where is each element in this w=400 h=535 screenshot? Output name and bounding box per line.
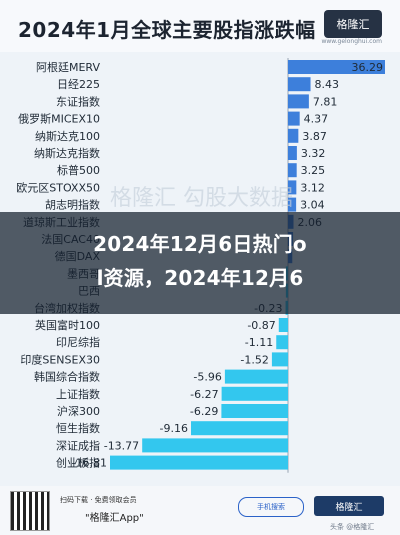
headline-line-1: 2024年12月6日热门o [93, 232, 307, 256]
value-label: -6.27 [190, 388, 218, 401]
category-label: 纳斯达克100 [35, 130, 100, 143]
footer-credit: 头条 @格隆汇 [330, 523, 375, 531]
category-label: 胡志明指数 [45, 198, 100, 212]
footer-brand-logo: 格隆汇 [314, 496, 384, 516]
qr-code-icon [10, 491, 50, 531]
bar-19 [221, 386, 288, 401]
bar-18 [224, 369, 288, 384]
bar-7 [288, 180, 297, 195]
value-label: 3.25 [301, 164, 326, 177]
value-label: -1.11 [245, 336, 273, 349]
category-label: 印度SENSEX30 [20, 352, 100, 366]
category-label: 印尼综指 [56, 335, 100, 349]
category-label: 俄罗斯MICEX10 [18, 113, 100, 126]
bar-15 [278, 318, 288, 332]
category-label: 恒生指数 [56, 421, 100, 435]
category-label: 东证指数 [56, 94, 100, 108]
value-label: 4.37 [304, 113, 329, 126]
value-label: 3.04 [300, 199, 325, 212]
value-label: -16.81 [72, 457, 107, 470]
value-label: -0.87 [247, 319, 275, 332]
bar-21 [191, 421, 288, 436]
value-label: 3.87 [302, 130, 327, 143]
headline-overlay: 2024年12月6日热门o l资源，2024年12月6 [0, 212, 400, 314]
bar-3 [288, 111, 300, 126]
value-label: -5.96 [193, 371, 221, 384]
value-label: 3.12 [300, 181, 325, 194]
value-label: 8.43 [315, 78, 340, 91]
category-label: 创业板指 [56, 456, 100, 470]
value-label: -9.16 [160, 422, 188, 435]
category-label: 深证成指 [56, 438, 100, 452]
category-label: 阿根廷MERV [36, 60, 100, 74]
category-label: 标普500 [57, 163, 100, 177]
category-label: 沪深300 [57, 404, 100, 418]
bar-16 [276, 335, 288, 350]
bar-1 [288, 77, 311, 92]
chart-title: 2024年1月全球主要股指涨跌幅 [18, 18, 316, 42]
value-label: 36.29 [352, 61, 384, 74]
category-label: 韩国综合指数 [34, 370, 100, 384]
footer-app-text: "格隆汇App" [85, 513, 144, 524]
chart-header: 2024年1月全球主要股指涨跌幅 格隆汇 www.gelonghui.com [0, 0, 400, 52]
bar-5 [288, 146, 297, 160]
value-label: 7.81 [313, 95, 338, 108]
value-label: -6.29 [190, 405, 218, 418]
category-label: 欧元区STOXX50 [16, 181, 100, 194]
footer-search-button[interactable]: 手机搜索 [238, 497, 304, 517]
value-label: -13.77 [104, 439, 139, 452]
category-label: 英国富时100 [35, 318, 100, 332]
value-label: -1.52 [240, 353, 268, 366]
bar-6 [288, 163, 297, 178]
category-label: 上证指数 [56, 387, 100, 401]
value-label: 3.32 [301, 147, 326, 160]
logo-url: www.gelonghui.com [321, 38, 382, 45]
headline-line-2: l资源，2024年12月6 [96, 266, 304, 290]
bar-8 [288, 197, 297, 212]
bar-23 [110, 455, 288, 470]
gelonghui-logo: 格隆汇 [324, 10, 382, 38]
footer: 扫码下载 · 免费领取会员 "格隆汇App" 手机搜索 格隆汇 头条 @格隆汇 [0, 486, 400, 535]
watermark: 格隆汇 勾股大数据 [110, 186, 293, 211]
bar-22 [142, 438, 288, 453]
category-label: 日经225 [57, 78, 100, 91]
bar-20 [221, 404, 288, 418]
bar-2 [288, 94, 309, 109]
category-label: 纳斯达克指数 [34, 146, 100, 160]
bar-0 [288, 60, 385, 74]
bar-4 [288, 128, 299, 143]
bar-17 [271, 352, 288, 367]
footer-scan-text: 扫码下载 · 免费领取会员 [60, 496, 137, 504]
